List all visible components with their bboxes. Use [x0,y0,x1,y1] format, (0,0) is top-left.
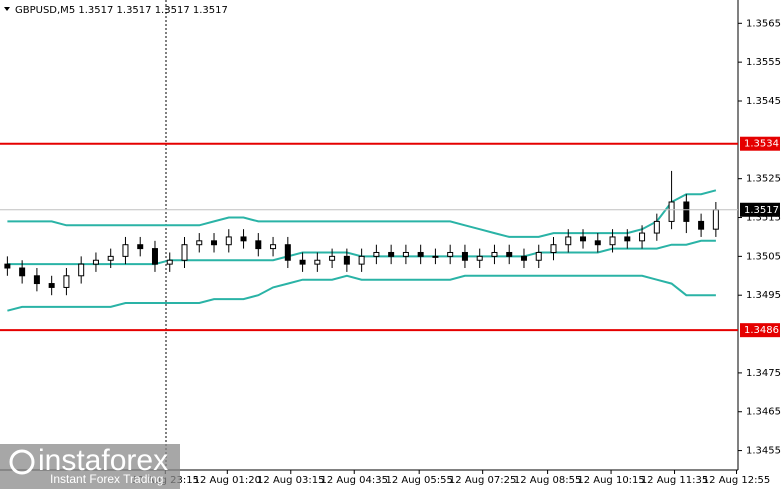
candle-body [698,220,705,230]
candle-body [33,275,40,285]
candle-body [520,255,527,261]
level-label: 1.3534 [744,139,779,150]
x-tick-label: 12 Aug 10:15 [577,475,644,486]
y-tick-label: 1.3465 [746,407,781,418]
candle-body [712,209,719,230]
candle-body [211,240,218,246]
candle-body [373,251,380,257]
x-tick-label: 12 Aug 01:20 [194,475,261,486]
last-price-box [740,202,780,217]
y-tick-label: 1.3555 [746,57,781,68]
x-tick-label: 12 Aug 08:55 [514,475,581,486]
candle-body [107,255,114,261]
level-label-box [740,323,780,338]
candle-body [299,259,306,265]
candle-body [639,232,646,242]
candle-body [181,244,188,261]
candle-body [624,236,631,242]
y-tick-label: 1.3545 [746,96,781,107]
x-tick-label: 12 Aug 04:35 [321,475,388,486]
candle-body [196,240,203,246]
candle-body [314,259,321,265]
candle-body [270,244,277,250]
y-tick-label: 1.3455 [746,446,781,457]
candle-body [447,251,454,257]
y-tick-label: 1.3565 [746,18,781,29]
candle-body [225,236,232,246]
candle-body [432,255,439,258]
y-tick-label: 1.3495 [746,290,781,301]
candle-body [63,275,70,288]
candle-body [476,255,483,261]
level-label-box [740,136,780,151]
last-price-label: 1.3517 [744,205,779,216]
candle-body [506,251,513,257]
watermark-logo [9,449,35,475]
candle-body [343,255,350,265]
header-arrow [4,7,10,11]
candle-body [19,267,26,277]
chart-header: GBPUSD,M5 1.3517 1.3517 1.3517 1.3517 [15,5,228,16]
candle-body [78,263,85,277]
watermark-box [0,444,180,489]
candle-body [358,255,365,265]
candle-body [653,220,660,234]
x-tick-label: 12 Aug 03:15 [257,475,324,486]
candle-body [240,236,247,242]
y-tick-label: 1.3525 [746,174,781,185]
candle-body [166,259,173,265]
candle-body [565,236,572,246]
candle-body [255,240,262,250]
candle-body [388,251,395,257]
candle-body [151,248,158,265]
watermark-brand: instaforex [38,444,168,477]
x-tick-label: 12 Aug 05:55 [385,475,452,486]
x-tick-label: 12 Aug 12:55 [703,475,770,486]
y-tick-label: 1.3515 [746,213,781,224]
candle-body [491,251,498,257]
candle-body [683,201,690,222]
x-tick-label: 12 Aug 11:35 [641,475,708,486]
candle-body [594,240,601,246]
candle-body [535,251,542,261]
candle-body [4,263,11,269]
candle-body [92,259,99,265]
candle-body [609,236,616,246]
candle-body [402,251,409,257]
candle-body [284,244,291,261]
candle-body [668,201,675,222]
candle-body [550,244,557,253]
candle-body [417,251,424,257]
x-tick-label: 12 Aug 07:25 [449,475,516,486]
candle-body [48,283,55,288]
watermark-slogan: Instant Forex Trading [50,472,163,486]
y-tick-label: 1.3505 [746,251,781,262]
y-tick-label: 1.3475 [746,368,781,379]
level-label: 1.3486 [744,325,779,336]
candle-body [329,255,336,261]
candle-body [137,244,144,250]
band-line [7,274,716,312]
candle-body [580,236,587,242]
candle-body [122,244,129,257]
candle-body [461,251,468,261]
